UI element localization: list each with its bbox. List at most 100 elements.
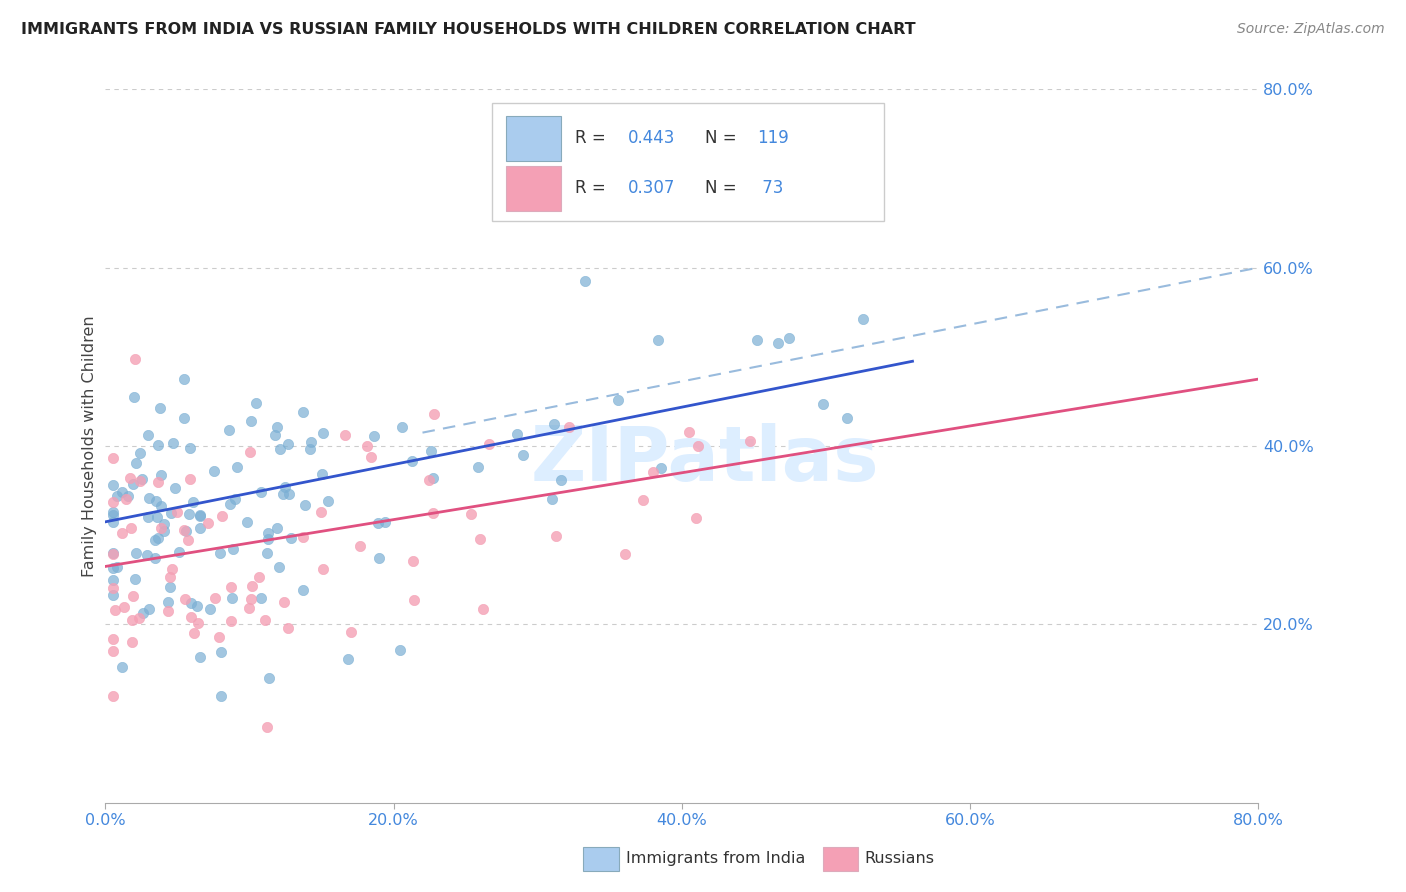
Point xyxy=(422,471,444,485)
Point xyxy=(138,602,160,616)
Point xyxy=(423,407,446,421)
Point xyxy=(179,472,201,486)
Point xyxy=(218,423,240,437)
Point xyxy=(266,521,288,535)
Point xyxy=(257,532,280,546)
Point xyxy=(686,439,709,453)
Point xyxy=(180,610,202,624)
Point xyxy=(470,532,492,546)
Text: R =: R = xyxy=(575,129,610,147)
Point xyxy=(174,524,197,538)
Point xyxy=(152,524,174,538)
Point xyxy=(363,429,385,443)
Point xyxy=(471,602,494,616)
Point xyxy=(209,689,232,703)
Text: 0.443: 0.443 xyxy=(627,129,675,147)
Point xyxy=(550,473,572,487)
Point xyxy=(280,531,302,545)
Point xyxy=(101,515,124,529)
Point xyxy=(101,644,124,658)
Point xyxy=(678,425,700,440)
Point xyxy=(101,689,124,703)
FancyBboxPatch shape xyxy=(506,166,561,211)
Point xyxy=(256,721,278,735)
Point xyxy=(143,550,166,565)
Point xyxy=(420,443,443,458)
Point xyxy=(101,508,124,523)
Point xyxy=(146,438,169,452)
Point xyxy=(188,509,211,524)
Point xyxy=(101,546,124,560)
Point xyxy=(269,442,291,456)
Point xyxy=(150,467,173,482)
Point xyxy=(299,434,322,449)
Point xyxy=(136,510,159,524)
Point xyxy=(574,274,596,288)
Point xyxy=(291,583,314,598)
Point xyxy=(101,561,124,575)
Point xyxy=(311,505,333,519)
Point xyxy=(544,529,567,543)
Point xyxy=(222,542,245,557)
Point xyxy=(148,531,170,545)
Point xyxy=(124,456,146,470)
Point xyxy=(101,505,124,519)
Point xyxy=(197,516,219,531)
Point xyxy=(101,581,124,595)
Point xyxy=(124,572,146,586)
Point xyxy=(389,643,412,657)
Point xyxy=(367,516,389,531)
Point xyxy=(422,507,444,521)
Point xyxy=(160,507,183,521)
Point xyxy=(120,471,142,485)
Text: R =: R = xyxy=(575,179,610,197)
Point xyxy=(418,473,440,487)
Point xyxy=(277,487,299,501)
Point xyxy=(105,559,128,574)
Point xyxy=(404,592,426,607)
Point xyxy=(367,551,389,566)
Point xyxy=(274,480,297,494)
Point xyxy=(277,436,299,450)
Text: 73: 73 xyxy=(756,179,783,197)
Point xyxy=(294,499,316,513)
Point xyxy=(778,331,800,345)
Point xyxy=(273,595,295,609)
Point xyxy=(163,482,186,496)
Point xyxy=(121,635,143,649)
Point xyxy=(225,459,247,474)
Point xyxy=(747,333,769,347)
Point xyxy=(124,390,146,404)
Point xyxy=(356,439,378,453)
Point xyxy=(101,632,124,646)
Point xyxy=(641,465,664,479)
Point xyxy=(614,547,637,561)
Point xyxy=(236,515,259,529)
Point xyxy=(401,454,423,468)
Point xyxy=(685,511,707,525)
Point xyxy=(117,489,139,503)
Point xyxy=(360,450,382,464)
Point xyxy=(132,606,155,620)
Point xyxy=(177,533,200,547)
Point xyxy=(512,448,534,462)
Text: 0.307: 0.307 xyxy=(627,179,675,197)
Point xyxy=(159,580,181,594)
Point xyxy=(177,507,200,521)
Point xyxy=(125,546,148,560)
Point xyxy=(312,561,335,575)
Point xyxy=(557,420,579,434)
Point xyxy=(245,395,267,409)
Point xyxy=(811,397,834,411)
Point xyxy=(221,591,243,606)
Point xyxy=(128,611,150,625)
Point xyxy=(112,599,135,614)
Point xyxy=(837,410,859,425)
Point xyxy=(101,547,124,561)
Point xyxy=(478,437,501,451)
Point xyxy=(157,595,180,609)
Point xyxy=(316,494,339,508)
Point xyxy=(104,602,127,616)
Point xyxy=(124,352,146,367)
Point xyxy=(101,478,124,492)
